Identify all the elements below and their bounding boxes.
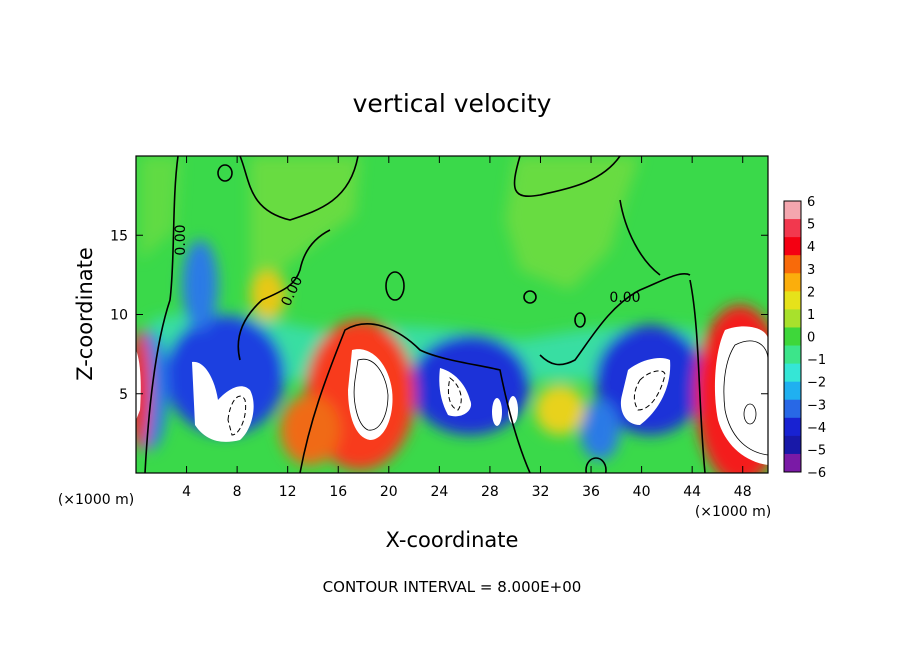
- colorbar-tick-label: −4: [807, 421, 826, 436]
- contour-line: [574, 312, 586, 328]
- x-tick-label: 24: [430, 484, 448, 500]
- contour-line: [539, 273, 691, 366]
- x-tick-label: 48: [734, 484, 752, 500]
- colorbar-swatch: [784, 363, 801, 383]
- y-tick-label: 5: [119, 387, 128, 403]
- colorbar-swatch: [784, 255, 801, 274]
- colorbar: 6 5 4 3 2 1 0 −1 −2 −3 −4 −5 −6: [783, 195, 826, 481]
- contour-interval-note: CONTOUR INTERVAL = 8.000E+00: [323, 578, 582, 596]
- contour-line: [689, 279, 706, 473]
- x-tick-label: 40: [633, 484, 651, 500]
- y-tick-label: 10: [110, 308, 128, 324]
- contour-line: [513, 156, 621, 197]
- x-tick-label: 4: [182, 484, 191, 500]
- contour-line: [447, 377, 462, 411]
- colorbar-swatch: [784, 201, 801, 220]
- x-tick-label: 20: [380, 484, 398, 500]
- y-axis-title: Z-coordinate: [73, 247, 97, 381]
- contour-line: [723, 340, 768, 456]
- y-axis-ticks: 5 10 15: [110, 228, 768, 403]
- x-axis-ticks: 4 8 12 16 20 24 28 32 36 40 44 48: [182, 156, 752, 500]
- x-tick-label: 36: [582, 484, 600, 500]
- field-region: [580, 400, 620, 460]
- colorbar-swatch: [784, 309, 801, 328]
- field-region: [136, 330, 150, 450]
- colorbar-tick-label: −1: [807, 353, 826, 368]
- colorbar-swatch: [784, 273, 801, 292]
- y-tick-label: 15: [110, 228, 128, 244]
- core: [136, 350, 141, 420]
- contour-line: [523, 290, 537, 304]
- colorbar-swatch: [784, 237, 801, 256]
- x-tick-label: 8: [233, 484, 242, 500]
- field-region: [505, 156, 640, 290]
- x-tick-label: 44: [683, 484, 701, 500]
- colorbar-tick-label: 6: [807, 195, 815, 210]
- chart-title: vertical velocity: [353, 89, 552, 118]
- core: [439, 368, 472, 417]
- colorbar-tick-label: −6: [807, 466, 826, 481]
- contour-line: [237, 229, 331, 361]
- x-unit-label-right: (×1000 m): [695, 504, 771, 520]
- field-region: [250, 156, 360, 300]
- contour-line: [585, 457, 607, 473]
- colorbar-tick-label: −3: [807, 398, 826, 413]
- colorbar-swatch: [784, 435, 801, 455]
- colorbar-swatch: [784, 453, 801, 473]
- field-region: [140, 156, 180, 260]
- contour-label: 0.00: [609, 290, 640, 306]
- colorbar-tick-label: 4: [807, 240, 815, 255]
- x-tick-label: 12: [279, 484, 297, 500]
- colorbar-tick-label: 0: [807, 331, 815, 346]
- colorbar-swatch: [784, 345, 801, 365]
- field-region: [250, 270, 286, 320]
- colorbar-swatch: [784, 291, 801, 310]
- core: [192, 361, 254, 442]
- x-unit-label-left: (×1000 m): [58, 492, 134, 508]
- negative-contours: [227, 340, 768, 456]
- x-tick-label: 16: [329, 484, 347, 500]
- contour-line: [353, 358, 389, 431]
- contour-line: [239, 156, 359, 221]
- contour-line: [299, 323, 531, 473]
- contour-line: [619, 199, 661, 276]
- zero-contours: [144, 156, 706, 473]
- colorbar-tick-label: 5: [807, 218, 815, 233]
- core: [492, 398, 502, 426]
- colorbar-swatch: [784, 219, 801, 238]
- colorbar-tick-label: 2: [807, 285, 815, 300]
- plot-area: [136, 156, 768, 473]
- x-axis-title: X-coordinate: [386, 528, 519, 552]
- x-tick-label: 32: [532, 484, 550, 500]
- colorbar-tick-label: 3: [807, 263, 815, 278]
- colorbar-frame: [783, 200, 802, 473]
- colorbar-swatch: [784, 327, 801, 347]
- colorbar-tick-label: 1: [807, 308, 815, 323]
- contour-line: [633, 370, 666, 411]
- core: [620, 358, 671, 425]
- field-region: [150, 313, 700, 380]
- contour-line: [743, 403, 757, 425]
- colorbar-swatch: [784, 399, 801, 419]
- contour-line: [227, 395, 247, 436]
- colorbar-tick-label: −2: [807, 376, 826, 391]
- colorbar-tick-label: −5: [807, 443, 826, 458]
- contour-label: 0.00: [173, 224, 189, 255]
- colorbar-swatch: [784, 417, 801, 437]
- colorbar-swatch: [784, 381, 801, 401]
- contour-line: [217, 164, 233, 182]
- contour-line: [385, 271, 405, 301]
- field-region: [535, 385, 585, 435]
- contour-line: [144, 156, 179, 473]
- field-region: [182, 240, 218, 330]
- x-tick-label: 28: [481, 484, 499, 500]
